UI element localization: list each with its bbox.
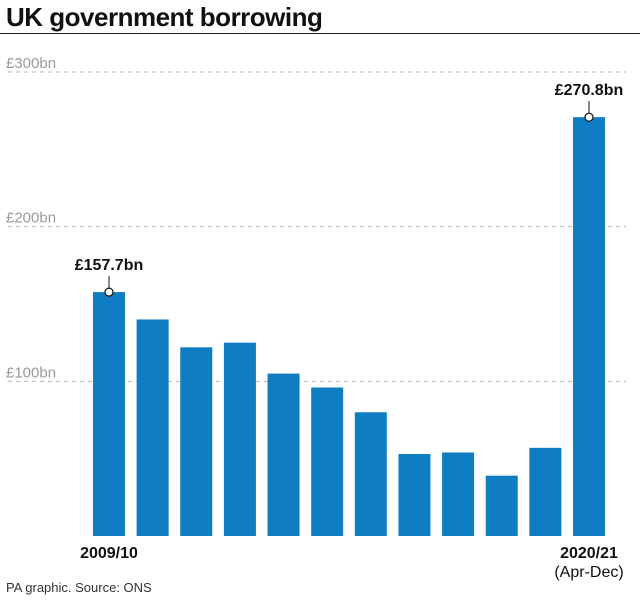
y-tick-label: £100bn [6,364,56,381]
callout-marker [584,112,594,122]
y-tick-label: £300bn [6,55,56,72]
callout-marker [104,287,114,297]
x-tick-label: 2009/10 [80,545,138,562]
x-tick-label: (Apr-Dec) [554,564,623,581]
bar [442,452,475,536]
title-rule [0,33,640,34]
bar [529,447,562,536]
value-callout: £270.8bn [555,82,623,99]
bar [223,342,256,536]
bar [136,319,169,536]
gridlines: £100bn £200bn £300bn [6,55,626,382]
source-note: PA graphic. Source: ONS [6,580,152,595]
bar [180,347,213,536]
annotations: £157.7bn £270.8bn [75,82,623,297]
bar [398,454,431,536]
y-tick-label: £200bn [6,210,56,227]
bar [354,412,387,536]
x-axis-labels: 2009/10 2020/21 (Apr-Dec) [80,545,624,581]
bar [573,117,605,537]
bar [267,373,300,536]
value-callout: £157.7bn [75,257,143,274]
bars [93,117,605,537]
x-tick-label: 2020/21 [560,545,618,562]
bar [485,475,518,536]
chart-title: UK government borrowing [6,2,323,32]
bar [311,387,344,536]
bar [93,292,125,536]
